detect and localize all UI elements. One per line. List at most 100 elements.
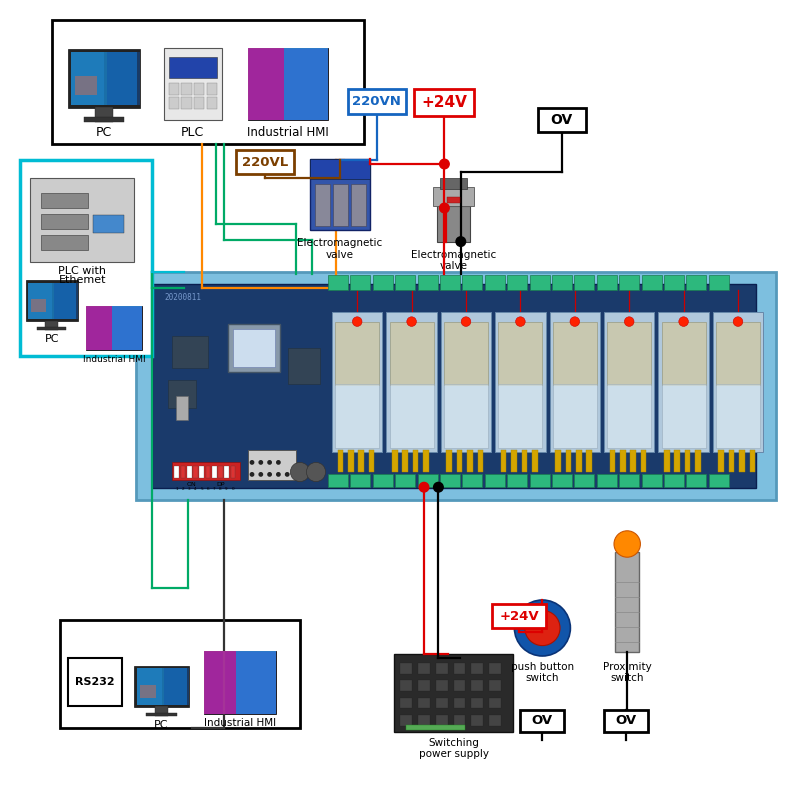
FancyBboxPatch shape (310, 159, 370, 179)
Bar (641, 450, 646, 472)
Bar (237, 651, 276, 714)
Bar (193, 466, 198, 478)
Text: +24V: +24V (422, 95, 467, 110)
FancyBboxPatch shape (492, 604, 546, 628)
Bar (224, 466, 229, 478)
Bar (206, 97, 217, 110)
Bar (462, 474, 482, 487)
Bar (402, 450, 408, 472)
Bar (574, 275, 594, 290)
Text: Ethemet: Ethemet (58, 275, 106, 285)
FancyBboxPatch shape (713, 312, 763, 452)
Bar (436, 680, 448, 691)
FancyBboxPatch shape (248, 450, 296, 480)
FancyBboxPatch shape (434, 187, 474, 206)
FancyBboxPatch shape (386, 312, 437, 452)
FancyBboxPatch shape (348, 89, 406, 114)
Bar (485, 275, 505, 290)
Bar (695, 450, 701, 472)
Bar (686, 474, 706, 487)
Text: 0: 0 (231, 487, 234, 491)
FancyBboxPatch shape (288, 348, 320, 384)
Bar (328, 275, 348, 290)
FancyBboxPatch shape (86, 306, 142, 350)
FancyBboxPatch shape (444, 322, 488, 385)
Bar (28, 282, 51, 319)
Bar (507, 474, 527, 487)
FancyBboxPatch shape (716, 322, 760, 385)
FancyBboxPatch shape (68, 49, 140, 108)
Circle shape (525, 610, 560, 646)
Bar (187, 466, 192, 478)
Bar (454, 663, 466, 674)
Bar (552, 474, 572, 487)
FancyBboxPatch shape (550, 312, 600, 452)
Bar (436, 714, 448, 726)
Bar (501, 450, 506, 472)
Bar (418, 275, 438, 290)
Text: 5: 5 (200, 487, 202, 491)
Bar (30, 299, 46, 312)
Bar (41, 193, 88, 208)
FancyBboxPatch shape (176, 396, 188, 420)
FancyBboxPatch shape (444, 384, 488, 448)
Bar (440, 275, 460, 290)
Circle shape (306, 462, 326, 482)
FancyBboxPatch shape (538, 108, 586, 132)
Bar (284, 48, 328, 120)
FancyBboxPatch shape (137, 668, 186, 705)
Bar (467, 450, 473, 472)
Bar (373, 275, 393, 290)
Text: 6: 6 (206, 487, 209, 491)
FancyBboxPatch shape (607, 322, 651, 385)
FancyBboxPatch shape (37, 327, 66, 330)
FancyBboxPatch shape (236, 150, 294, 174)
Bar (642, 275, 662, 290)
Bar (351, 184, 366, 226)
Bar (471, 663, 483, 674)
FancyBboxPatch shape (390, 322, 434, 385)
FancyBboxPatch shape (441, 312, 491, 452)
FancyBboxPatch shape (498, 322, 542, 385)
Circle shape (516, 317, 525, 326)
Bar (447, 197, 460, 203)
Bar (169, 97, 179, 110)
Circle shape (267, 460, 272, 465)
Bar (471, 714, 483, 726)
FancyBboxPatch shape (20, 160, 152, 356)
Text: +24V: +24V (499, 610, 539, 622)
Bar (199, 466, 204, 478)
Bar (586, 450, 592, 472)
Circle shape (258, 472, 263, 477)
Bar (610, 450, 615, 472)
FancyBboxPatch shape (155, 706, 168, 716)
Circle shape (624, 317, 634, 326)
Text: 8: 8 (219, 487, 222, 491)
FancyBboxPatch shape (168, 380, 196, 408)
Bar (71, 52, 104, 105)
Text: 20200811: 20200811 (164, 293, 201, 302)
FancyBboxPatch shape (26, 281, 78, 321)
Text: Industrial HMI: Industrial HMI (204, 718, 276, 728)
FancyBboxPatch shape (169, 57, 217, 78)
Bar (164, 668, 189, 705)
Circle shape (352, 317, 362, 326)
Bar (75, 76, 97, 95)
Bar (194, 82, 204, 95)
FancyBboxPatch shape (233, 329, 275, 367)
Bar (709, 275, 729, 290)
FancyBboxPatch shape (495, 312, 546, 452)
Text: PC: PC (154, 720, 169, 730)
Text: push button
switch: push button switch (511, 662, 574, 683)
Bar (204, 651, 237, 714)
FancyBboxPatch shape (662, 322, 706, 385)
Bar (194, 97, 204, 110)
Bar (507, 275, 527, 290)
Bar (489, 663, 501, 674)
FancyBboxPatch shape (520, 710, 564, 732)
Bar (471, 698, 483, 709)
FancyBboxPatch shape (553, 322, 597, 385)
Text: Proximity
switch: Proximity switch (603, 662, 651, 683)
Bar (664, 474, 684, 487)
Bar (489, 698, 501, 709)
